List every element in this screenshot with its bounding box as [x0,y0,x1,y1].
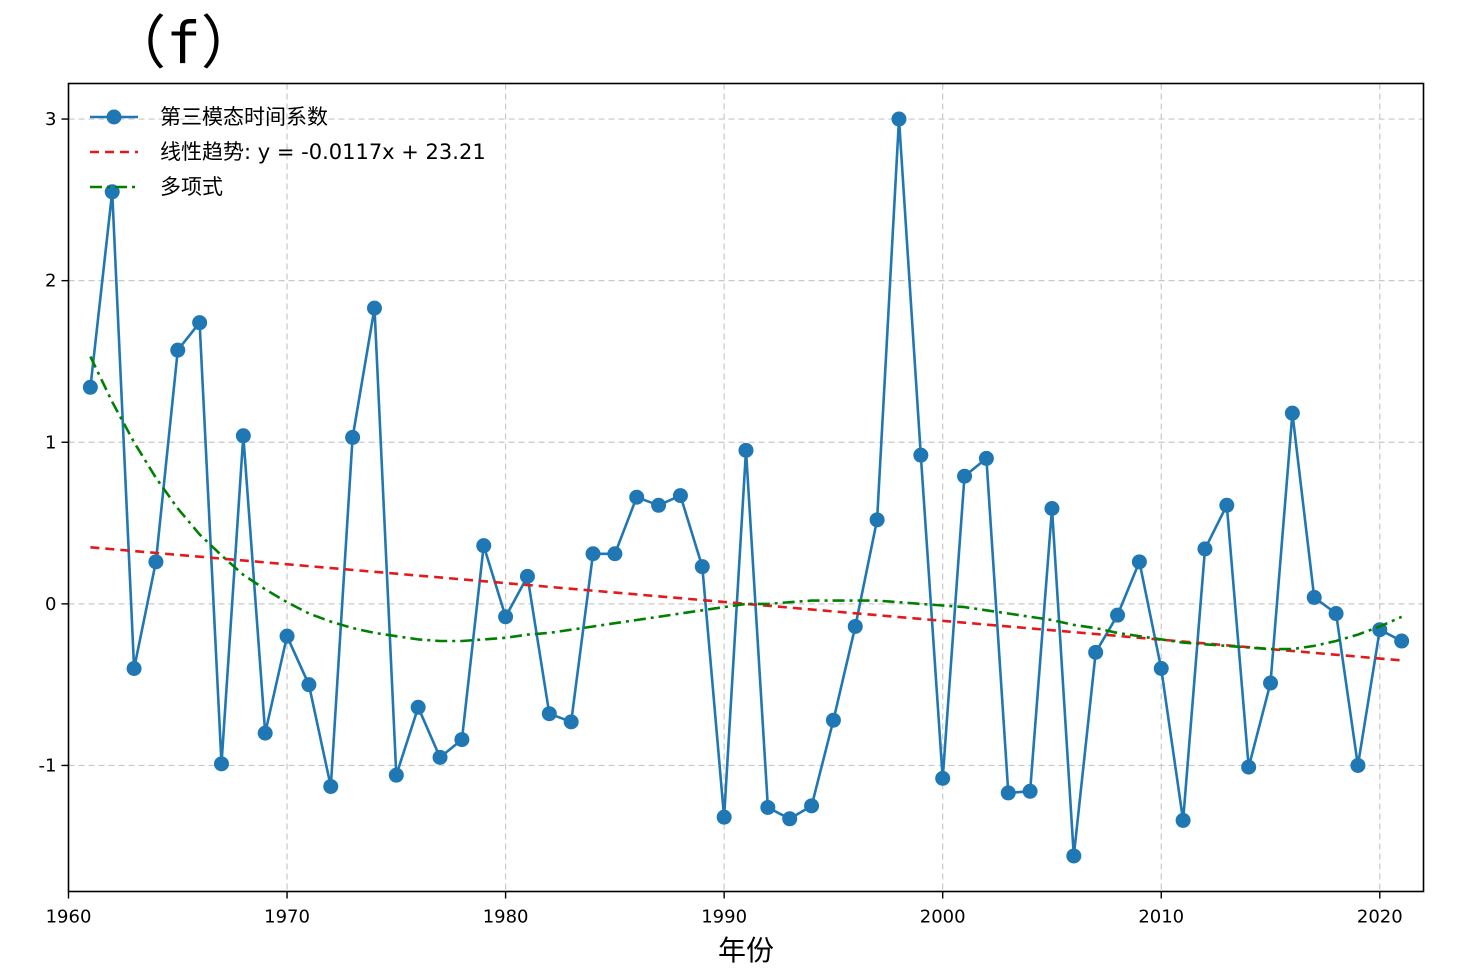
y-tick-label: 1 [45,432,56,453]
data-point [804,798,820,814]
data-point [1197,541,1213,557]
x-tick-label: 2010 [1138,907,1184,928]
series-line-2 [89,356,1403,651]
data-point [519,568,535,584]
data-point [782,811,798,827]
data-point [869,512,885,528]
data-point [935,770,951,786]
data-point [978,450,994,466]
data-point [913,447,929,463]
data-point [170,342,186,358]
data-point [1241,759,1257,775]
legend-label-1: 线性趋势: y = -0.0117x + 23.21 [160,140,486,164]
x-tick-label: 1980 [483,907,529,928]
data-point [454,732,470,748]
data-point [1066,848,1082,864]
data-point [738,442,754,458]
plot-frame [67,82,1425,893]
data-point [1263,675,1279,691]
data-point [1350,757,1366,773]
data-point [1131,554,1147,570]
data-point [301,677,317,693]
data-point [651,497,667,513]
data-point [1284,405,1300,421]
data-point [607,546,623,562]
data-point [410,699,426,715]
data-point [1110,607,1126,623]
data-point [563,714,579,730]
data-point [1022,783,1038,799]
data-point [847,618,863,634]
data-point [126,660,142,676]
data-point [1306,589,1322,605]
data-point [476,538,492,554]
legend-marker-0 [106,109,122,125]
x-tick-label: 1990 [701,907,747,928]
data-point [192,315,208,331]
x-tick-label: 1960 [46,907,92,928]
data-point [498,609,514,625]
data-point [257,725,273,741]
data-point [148,554,164,570]
y-tick-label: 0 [45,594,56,615]
data-point [235,428,251,444]
data-point [541,706,557,722]
data-point [366,300,382,316]
x-tick-label: 2020 [1357,907,1403,928]
y-tick-label: 2 [45,271,56,292]
data-point [825,712,841,728]
data-point [716,809,732,825]
data-point [213,756,229,772]
data-point [1088,644,1104,660]
data-point [388,767,404,783]
x-tick-label: 2000 [920,907,966,928]
data-point [1394,633,1410,649]
data-point [1219,497,1235,513]
x-axis-label: 年份 [718,934,774,967]
chart-title: （f） [108,9,259,77]
y-tick-label: 3 [45,109,56,130]
data-point [1044,501,1060,517]
data-point [672,488,688,504]
axis-ticks: 1960 1970 1980 1990 2000 2010 2020 -1 0 1 2 3 [39,109,1403,927]
series-layer [82,111,1410,864]
data-point [1328,606,1344,622]
data-point [1153,660,1169,676]
grid-lines [67,83,1424,892]
data-point [629,489,645,505]
legend-label-2: 多项式 [160,175,223,199]
data-point [891,111,907,127]
data-point [1175,812,1191,828]
legend-label-0: 第三模态时间系数 [160,105,328,129]
data-point [345,429,361,445]
data-point [957,468,973,484]
y-tick-label: -1 [39,755,57,776]
data-point [432,749,448,765]
x-tick-label: 1970 [264,907,310,928]
data-point [279,628,295,644]
data-point [323,778,339,794]
data-point [585,546,601,562]
data-point [1000,785,1016,801]
data-point [82,379,98,395]
data-point [694,559,710,575]
data-point [760,799,776,815]
